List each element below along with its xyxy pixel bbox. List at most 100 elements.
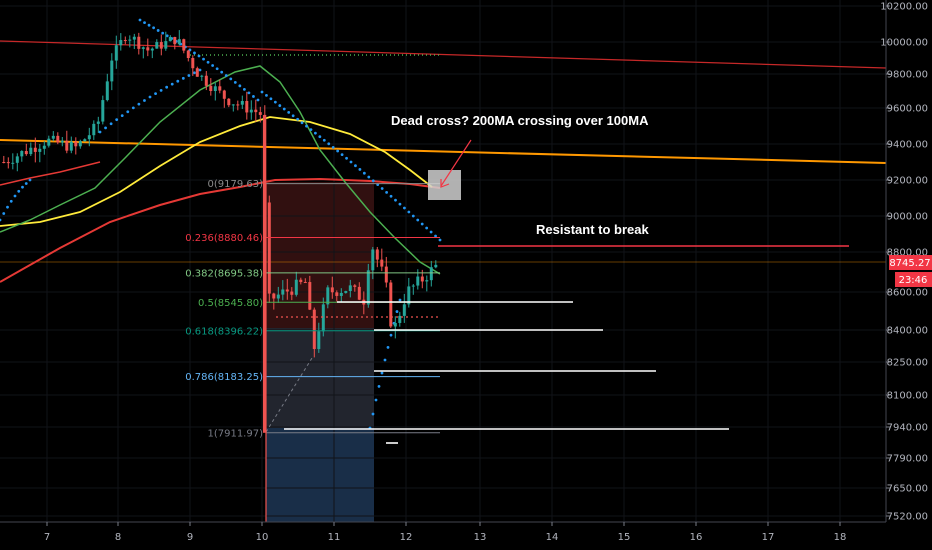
candle-body [146,47,150,51]
ma-100-line [0,116,433,227]
psar-dot [380,371,384,375]
y-tick-label: 9800.00 [887,70,928,81]
psar-dot [211,64,215,67]
psar-dot [358,168,362,171]
psar-dot [206,60,210,64]
candle-body [69,141,73,151]
psar-dot [143,99,146,102]
parabolic-sar [0,18,442,430]
candle-body [281,289,285,295]
candle-body [353,285,357,287]
psar-dot [291,114,295,118]
candle-body [308,282,312,310]
y-tick-label: 8800.00 [887,248,928,259]
candle-body [204,75,208,86]
fib-level-label: 0(9179.63) [207,179,263,190]
y-tick-label: 7790.00 [887,454,928,465]
candle-body [330,287,334,293]
orange-trend-line [0,139,887,164]
trend-lines [0,40,887,433]
psar-dot [138,18,142,22]
candle-body [380,259,384,267]
psar-dot [438,238,442,242]
candle-body [65,140,69,151]
candle-body [123,40,127,42]
psar-dot [197,54,201,58]
candle-body [272,293,276,299]
psar-dot [374,398,378,402]
psar-dot [318,135,322,139]
psar-dot [0,218,2,222]
candle-body [411,285,415,287]
psar-dot [193,71,196,75]
x-tick-label: 11 [328,532,341,543]
candle-body [317,331,321,349]
candle-body [434,264,438,268]
psar-dot [154,92,157,96]
candle-body [47,138,51,146]
x-axis[interactable]: 7 8 9 10 11 12 13 14 15 16 17 18 [0,521,886,543]
candle-body [393,322,397,327]
candle-body [326,287,330,305]
y-tick-label: 8250.00 [887,358,928,369]
fib-level-label: 0.5(8545.80) [198,298,263,309]
psar-dot [187,74,191,77]
candle-body [357,286,361,300]
candle-body [42,145,46,149]
y-tick-label: 7520.00 [887,512,928,523]
psar-dot [21,185,24,189]
psar-dot [331,145,335,149]
psar-dot [256,98,260,102]
psar-dot [109,122,113,126]
psar-dot [152,26,156,30]
candle-body [254,109,258,113]
annotation-dead-cross: Dead cross? 200MA crossing over 100MA [391,113,649,128]
current-price-label: 8745.27 [889,258,930,269]
psar-dot [28,178,32,182]
candle-body [186,50,190,58]
psar-dot [389,333,393,337]
psar-dot [394,198,397,202]
x-tick-label: 10 [256,532,269,543]
candle-body [38,148,42,152]
candle-body [101,100,105,122]
candle-body [24,151,28,155]
ema-short-line [0,161,101,186]
psar-dot [2,212,6,215]
candle-body [173,36,177,45]
psar-dot [340,153,344,157]
candle-body [119,40,123,46]
fib-diagonal [265,357,313,433]
upper-trend-line [0,40,887,69]
psar-dot [202,57,205,61]
cross-highlight-box [428,170,461,200]
psar-dot [398,298,402,302]
fib-level-label: 0.236(8880.46) [185,233,263,244]
psar-dot [220,70,224,74]
candle-body [96,121,100,124]
candle-body [200,75,204,77]
candle-body [155,42,159,49]
candle-body [339,292,343,296]
psar-dot [389,194,393,198]
psar-dot [371,179,375,183]
x-tick-label: 15 [618,532,631,543]
candle-body [83,139,87,142]
psar-dot [238,84,242,88]
psar-dot [215,67,219,71]
fib-retracement[interactable]: 0(9179.63) 0.236(8880.46) 0.382(8695.38) 0.… [185,179,440,522]
moving-averages [0,65,441,283]
fib-level-label: 0.382(8695.38) [185,268,263,279]
psar-dot [17,189,21,193]
candle-body [389,282,393,327]
psar-dot [403,206,406,210]
y-axis[interactable]: 10200.00 10000.00 9800.00 9600.00 9400.00 920… [880,0,928,523]
psar-dot [156,29,160,32]
candle-body [182,39,186,51]
candle-body [195,68,199,77]
psar-dot [300,121,304,125]
psar-dot [176,79,180,83]
psar-dot [362,171,366,175]
